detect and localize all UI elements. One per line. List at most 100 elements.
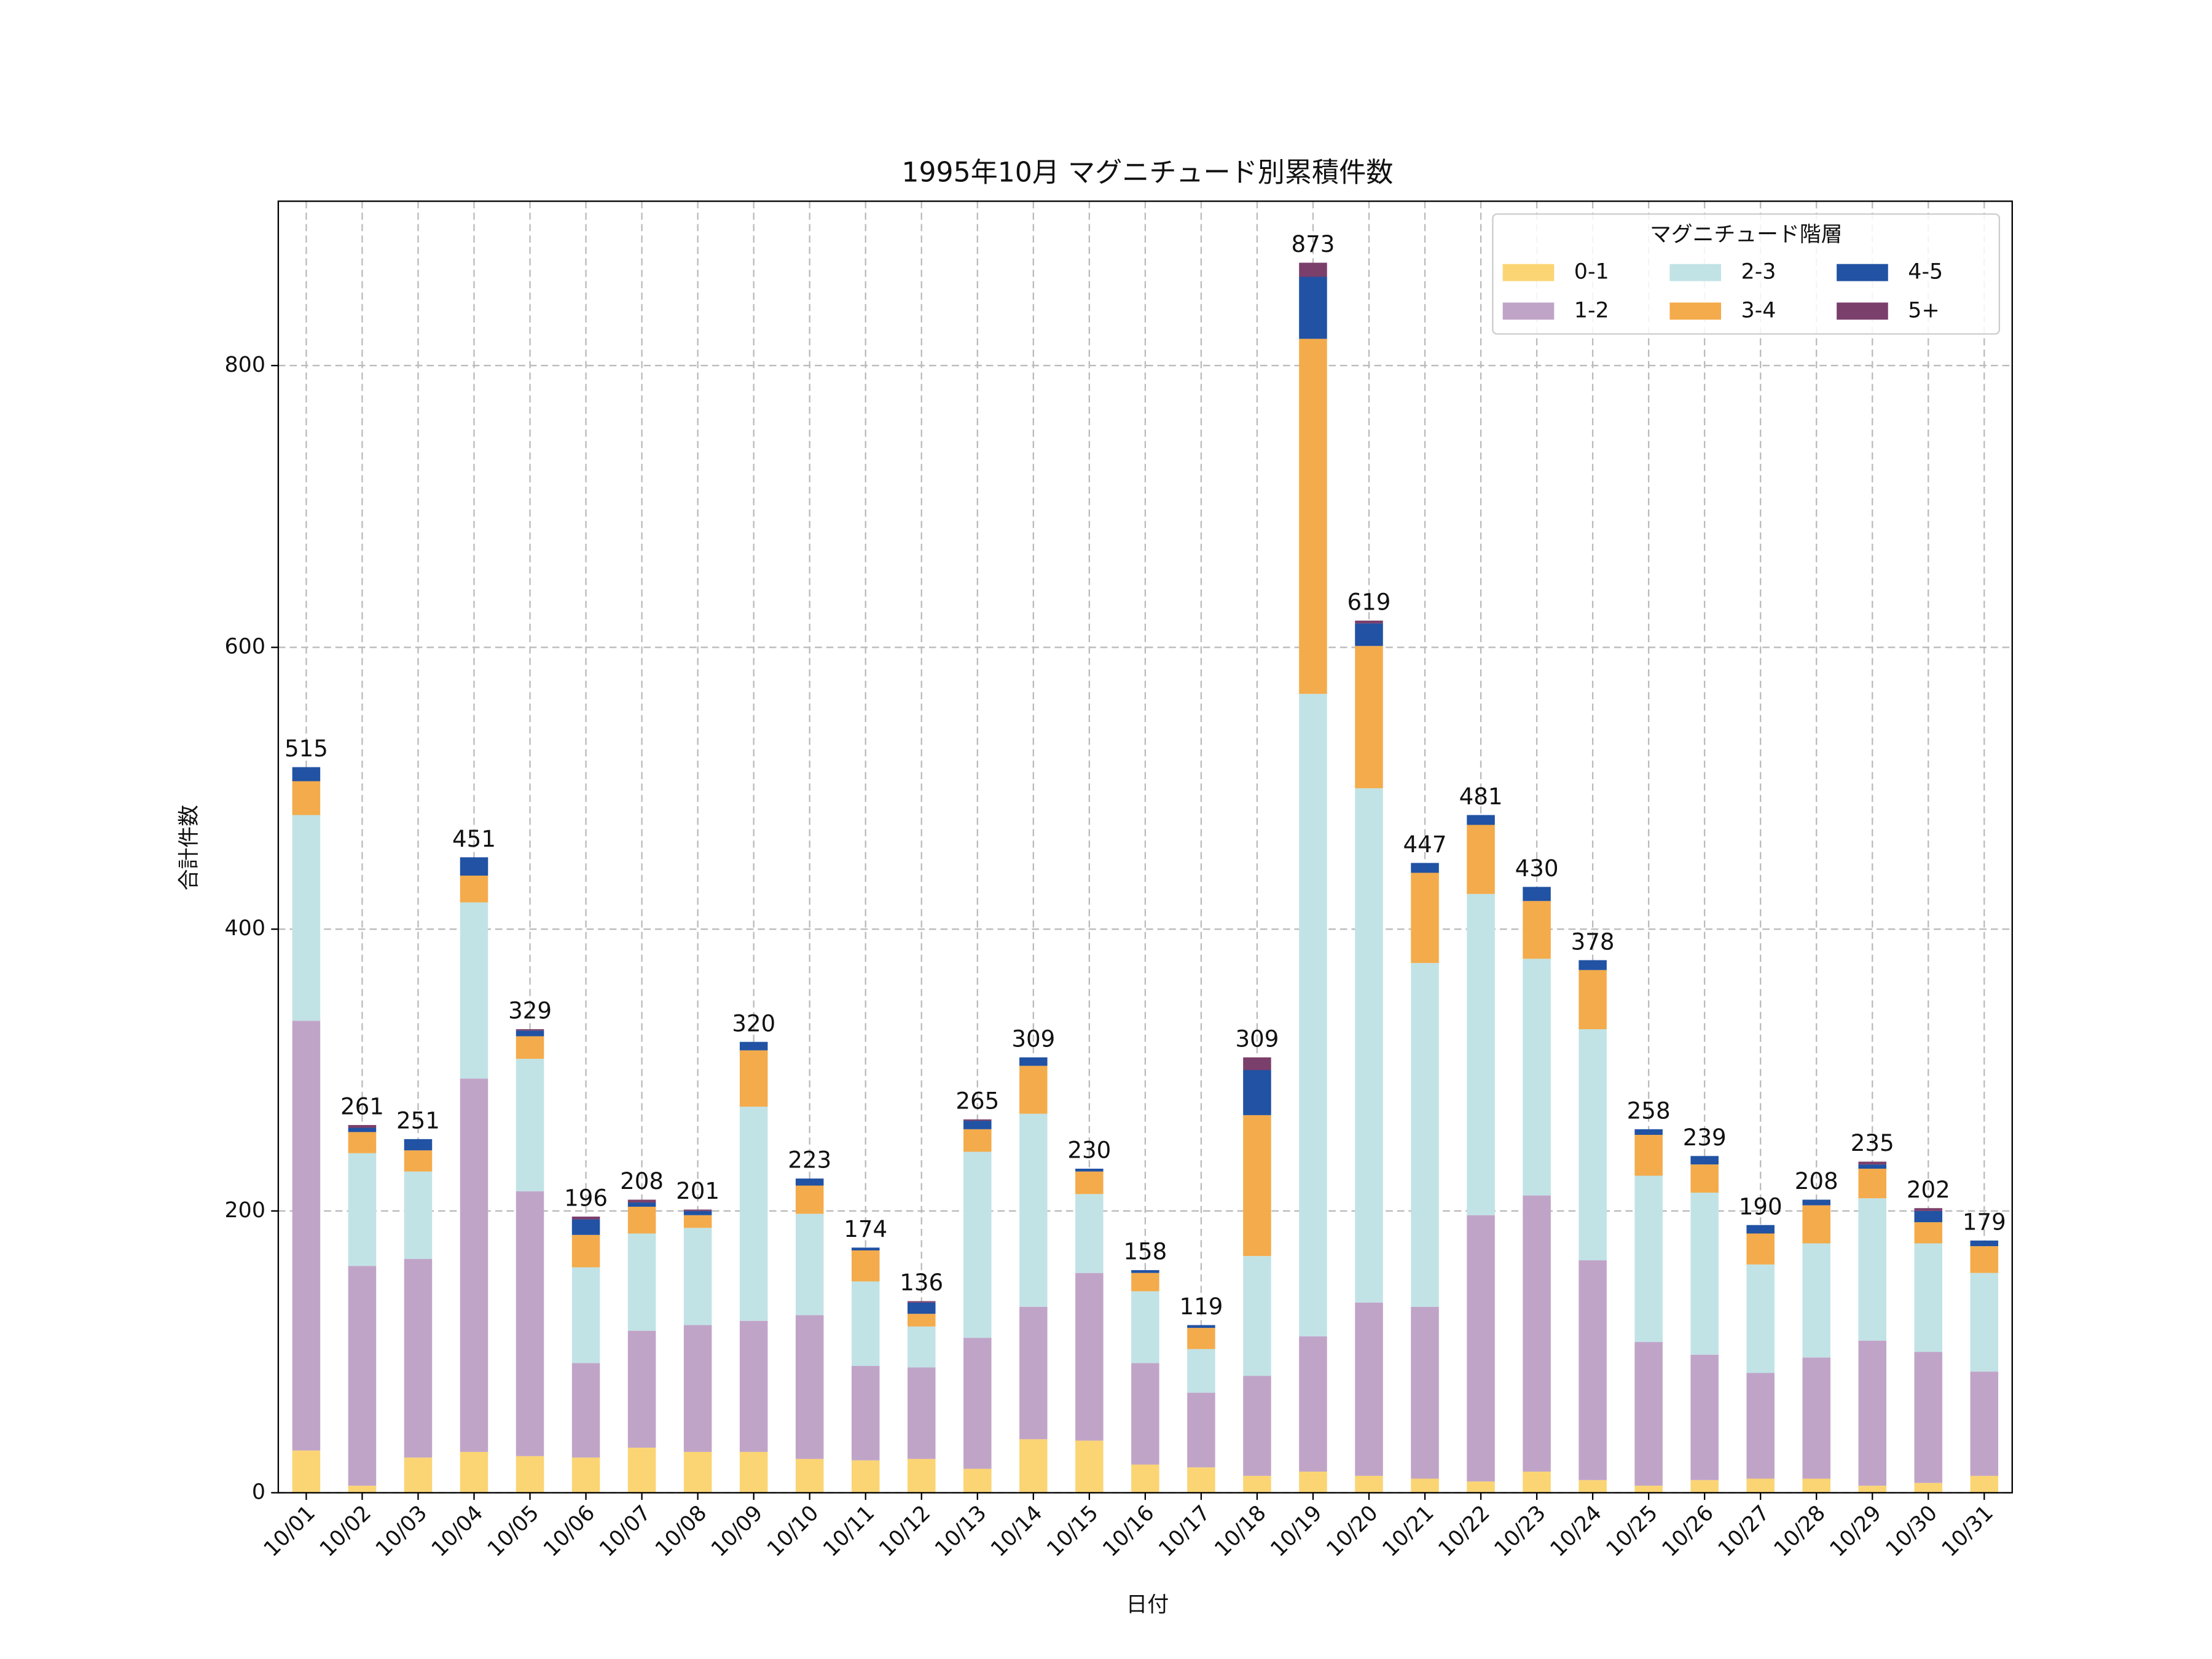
legend-swatch bbox=[1837, 302, 1888, 320]
bar-segment bbox=[795, 1459, 824, 1493]
bar-segment bbox=[348, 1124, 377, 1128]
bar-segment bbox=[1355, 646, 1383, 788]
bar-segment bbox=[1075, 1273, 1104, 1441]
total-label: 223 bbox=[788, 1147, 831, 1174]
bar-segment bbox=[404, 1150, 433, 1172]
bar-segment bbox=[1858, 1164, 1887, 1169]
legend-swatch bbox=[1502, 302, 1555, 320]
total-label: 447 bbox=[1403, 831, 1447, 858]
bar-segment bbox=[1746, 1233, 1775, 1265]
bar-segment bbox=[1579, 970, 1607, 1030]
bar-segment bbox=[1355, 1302, 1383, 1476]
bar-segment bbox=[739, 1107, 768, 1321]
bar-segment bbox=[1411, 873, 1439, 963]
bar-segment bbox=[404, 1171, 433, 1259]
bar-segment bbox=[1802, 1243, 1830, 1358]
bar-segment bbox=[1019, 1065, 1048, 1114]
total-label: 451 bbox=[452, 826, 496, 852]
bar-segment bbox=[1579, 1029, 1607, 1261]
bar-segment bbox=[404, 1457, 433, 1493]
bar-segment bbox=[907, 1301, 936, 1303]
y-tick-label: 600 bbox=[225, 635, 265, 659]
bar-segment bbox=[795, 1214, 824, 1316]
bar-segment bbox=[516, 1030, 544, 1037]
bar-segment bbox=[348, 1128, 377, 1132]
bar-segment bbox=[1634, 1342, 1663, 1486]
bar-segment bbox=[907, 1459, 936, 1493]
legend-label: 3-4 bbox=[1741, 298, 1776, 323]
bar-segment bbox=[1858, 1485, 1887, 1493]
bar-segment bbox=[404, 1258, 433, 1458]
bar-segment bbox=[1243, 1256, 1271, 1376]
total-label: 235 bbox=[1851, 1130, 1894, 1156]
bar-segment bbox=[571, 1216, 600, 1220]
bar-segment bbox=[1858, 1169, 1887, 1199]
legend-label: 5+ bbox=[1908, 298, 1939, 323]
bar-segment bbox=[1914, 1483, 1943, 1493]
y-tick-label: 800 bbox=[225, 353, 265, 377]
bar-segment bbox=[1019, 1057, 1048, 1066]
bar-segment bbox=[683, 1209, 712, 1211]
plot-frame bbox=[277, 200, 2013, 1494]
bar-segment bbox=[1243, 1115, 1271, 1257]
bar-segment bbox=[1858, 1198, 1887, 1341]
bar-segment bbox=[851, 1460, 880, 1493]
total-label: 136 bbox=[900, 1269, 943, 1296]
bar-segment bbox=[1411, 863, 1439, 873]
bar-segment bbox=[1019, 1439, 1048, 1493]
bar-segment bbox=[1579, 1480, 1607, 1493]
bar-segment bbox=[1299, 339, 1327, 694]
bar-segment bbox=[1523, 901, 1551, 959]
bar-segment bbox=[1690, 1480, 1719, 1493]
bar-segment bbox=[460, 857, 488, 876]
bar-segment bbox=[1634, 1175, 1663, 1343]
bar-segment bbox=[627, 1448, 656, 1493]
bar-segment bbox=[795, 1185, 824, 1214]
legend-swatch bbox=[1669, 264, 1722, 281]
bar-segment bbox=[348, 1485, 377, 1493]
bar-segment bbox=[1914, 1243, 1943, 1352]
bar-segment bbox=[292, 1450, 321, 1493]
bar-segment bbox=[1131, 1464, 1159, 1493]
total-label: 239 bbox=[1683, 1124, 1727, 1151]
bar-segment bbox=[1914, 1352, 1943, 1483]
bar-segment bbox=[1355, 621, 1383, 624]
bar-segment bbox=[516, 1059, 544, 1191]
bar-segment bbox=[1914, 1208, 1943, 1211]
bar-segment bbox=[627, 1233, 656, 1331]
total-label: 201 bbox=[676, 1178, 720, 1204]
bar-segment bbox=[795, 1315, 824, 1459]
bar-segment bbox=[1299, 262, 1327, 277]
total-label: 190 bbox=[1739, 1193, 1783, 1220]
bar-segment bbox=[516, 1191, 544, 1456]
bar-segment bbox=[1802, 1199, 1830, 1206]
legend-label: 1-2 bbox=[1574, 298, 1609, 323]
bar-segment bbox=[627, 1206, 656, 1234]
bar-segment bbox=[1914, 1222, 1943, 1244]
bar-segment bbox=[851, 1247, 880, 1251]
bar-segment bbox=[292, 781, 321, 815]
bar-segment bbox=[571, 1234, 600, 1268]
bar-segment bbox=[1634, 1134, 1663, 1176]
bar-segment bbox=[1299, 1336, 1327, 1472]
total-label: 430 bbox=[1515, 855, 1559, 882]
bar-segment bbox=[292, 815, 321, 1021]
bar-segment bbox=[1187, 1325, 1215, 1328]
bar-segment bbox=[1970, 1371, 1999, 1476]
bar-segment bbox=[460, 1451, 488, 1493]
bar-segment bbox=[348, 1153, 377, 1266]
bar-segment bbox=[571, 1267, 600, 1363]
bar-segment bbox=[571, 1457, 600, 1493]
bar-segment bbox=[1355, 788, 1383, 1303]
bar-segment bbox=[1411, 1478, 1439, 1493]
bar-segment bbox=[1523, 1195, 1551, 1472]
bar-segment bbox=[516, 1456, 544, 1493]
total-label: 230 bbox=[1067, 1137, 1111, 1164]
bar-segment bbox=[963, 1469, 992, 1493]
bar-segment bbox=[851, 1366, 880, 1461]
bar-segment bbox=[1634, 1129, 1663, 1135]
bar-segment bbox=[907, 1302, 936, 1314]
total-label: 119 bbox=[1179, 1293, 1223, 1320]
total-label: 309 bbox=[1235, 1026, 1279, 1052]
